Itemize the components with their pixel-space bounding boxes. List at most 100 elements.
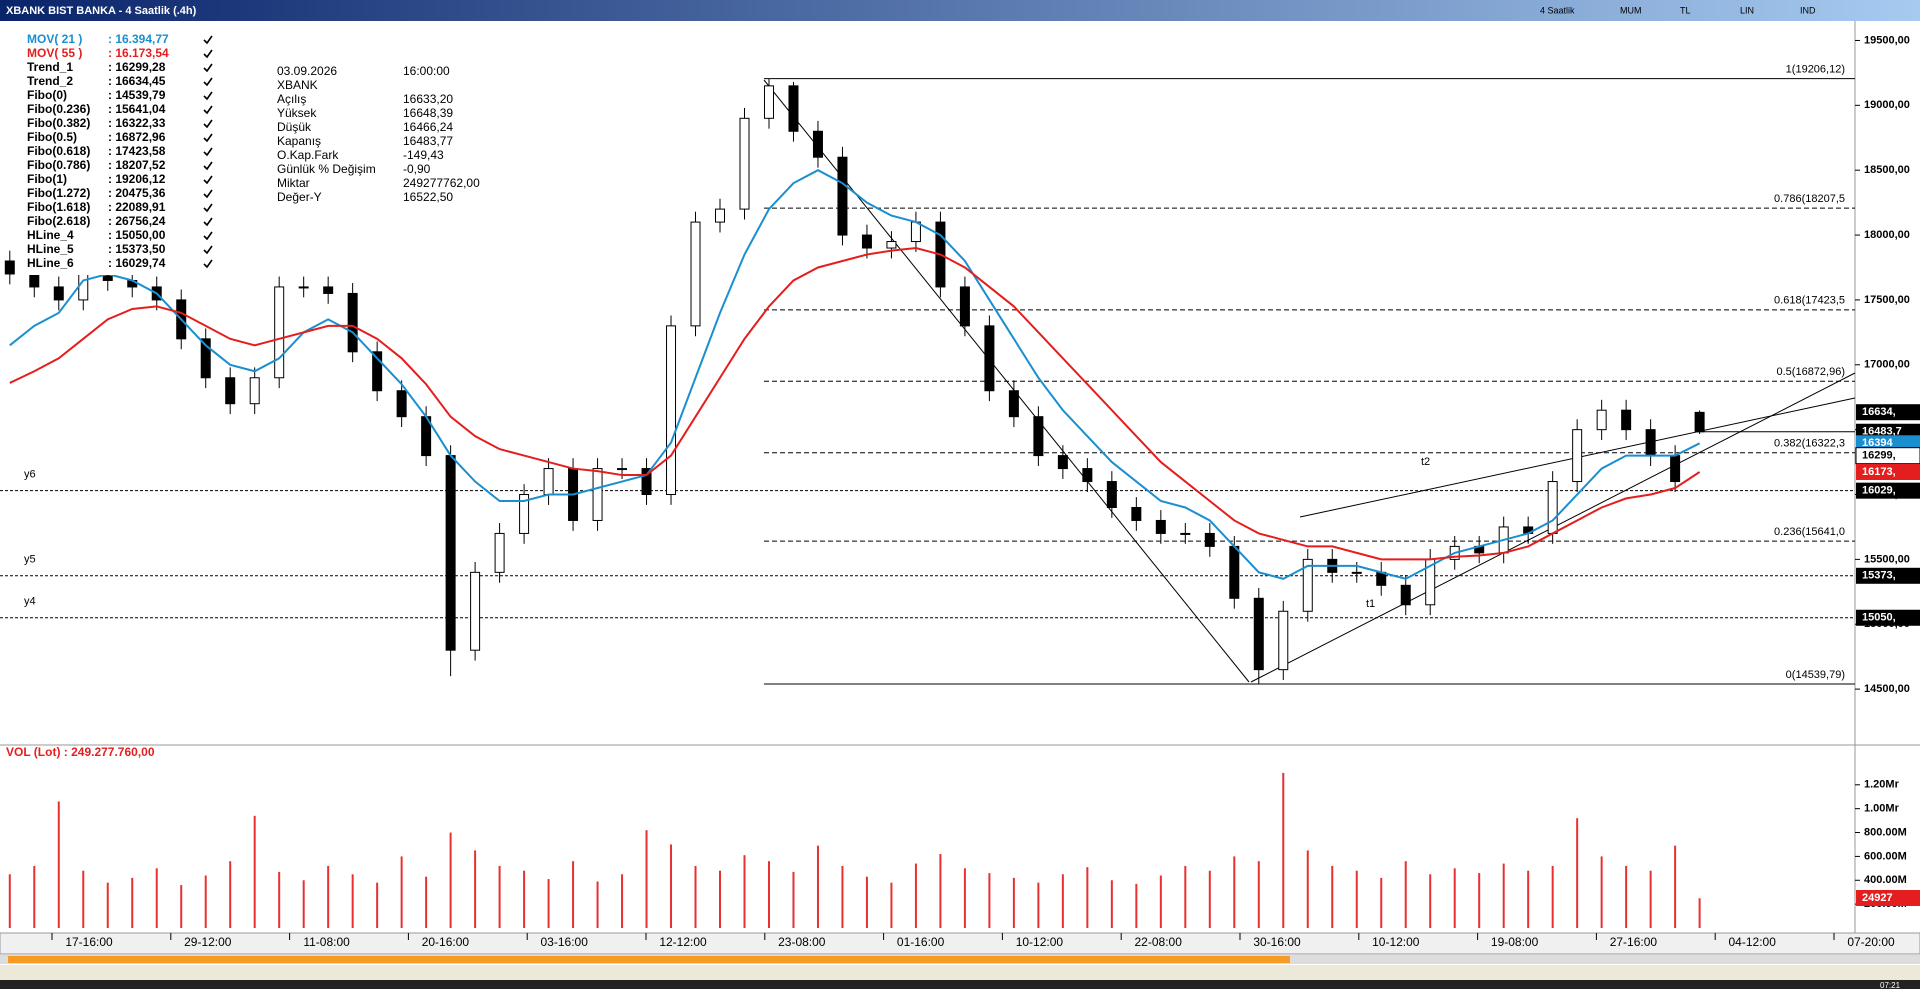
time-label: 22-08:00	[1135, 935, 1183, 949]
info-label: Açılış	[277, 92, 306, 106]
price-badge	[1856, 609, 1920, 626]
legend-value: : 16634,45	[108, 74, 166, 88]
legend-check	[203, 259, 213, 269]
volume-bar	[1184, 865, 1187, 928]
info-label: Günlük % Değişim	[277, 162, 376, 176]
candle-body	[200, 338, 211, 379]
volume-bar	[474, 850, 477, 928]
volume-tick-label: 1.00Mr	[1864, 803, 1900, 815]
title-bar	[0, 0, 1920, 21]
volume-bar	[278, 871, 281, 928]
price-badge-label: 16173,	[1862, 466, 1896, 478]
legend-check	[203, 175, 213, 185]
volume-bar	[1404, 861, 1407, 928]
volume-bar	[351, 874, 354, 928]
volume-bar	[914, 863, 917, 928]
info-value: 16522,50	[403, 190, 453, 204]
legend-name: MOV( 55 )	[27, 46, 82, 60]
time-label: 04-12:00	[1729, 935, 1777, 949]
info-value: 16648,39	[403, 106, 453, 120]
legend-check	[203, 133, 213, 143]
volume-tick-label: 400.00M	[1864, 874, 1907, 886]
volume-bar	[302, 880, 305, 928]
toolbar-item: LIN	[1740, 5, 1754, 15]
volume-bar	[57, 801, 60, 928]
volume-bar	[229, 861, 232, 928]
volume-bar	[1478, 873, 1481, 928]
time-label: 10-12:00	[1372, 935, 1420, 949]
volume-bar	[1061, 874, 1064, 928]
volume-bar	[1282, 772, 1285, 928]
info-value: 16633,20	[403, 92, 453, 106]
legend-value: : 16.394,77	[108, 32, 169, 46]
legend-name: Fibo(0.786)	[27, 158, 90, 172]
info-label: Düşük	[277, 120, 312, 134]
legend-name: Fibo(0.382)	[27, 116, 90, 130]
candle-body	[53, 286, 64, 301]
volume-bar	[816, 845, 819, 928]
legend-name: Trend_1	[27, 60, 73, 74]
y-tick-label: 15500,00	[1864, 553, 1910, 565]
volume-badge-bg	[1856, 890, 1920, 906]
candle-body	[1645, 429, 1656, 457]
volume-bar	[180, 885, 183, 928]
volume-bar	[1306, 850, 1309, 928]
candle-body	[690, 221, 701, 327]
y-tick-label: 17500,00	[1864, 294, 1910, 306]
volume-bar	[1135, 883, 1138, 928]
candle-body	[592, 468, 603, 521]
volume-bar	[425, 876, 428, 928]
time-label: 10-12:00	[1016, 935, 1064, 949]
candle-body	[984, 325, 995, 392]
volume-tick-label: 600.00M	[1864, 850, 1907, 862]
volume-bar	[8, 874, 11, 928]
time-label: 27-16:00	[1610, 935, 1658, 949]
candle-body	[1694, 411, 1705, 433]
horizontal-line-label: y4	[24, 596, 36, 608]
candle-body	[1008, 390, 1019, 418]
volume-bar	[1086, 867, 1089, 928]
info-value: -149,43	[403, 148, 444, 162]
volume-bar	[1380, 877, 1383, 928]
fibo-label: 0.786(18207,5	[1774, 193, 1845, 205]
candle-body	[543, 468, 554, 496]
legend-name: HLine_6	[27, 256, 74, 270]
trend-label: t2	[1421, 456, 1430, 468]
window-title: XBANK BIST BANKA - 4 Saatlik (.4h)	[6, 5, 197, 17]
legend-check	[203, 35, 213, 45]
volume-bar	[1233, 856, 1236, 928]
volume-bar	[33, 865, 36, 928]
legend-background	[20, 30, 216, 275]
candle-body	[519, 494, 530, 534]
volume-bar	[400, 856, 403, 928]
legend-value: : 14539,79	[108, 88, 166, 102]
info-symbol: XBANK	[277, 78, 318, 92]
time-label: 11-08:00	[303, 935, 350, 949]
candle-body	[886, 241, 897, 249]
info-label: Değer-Y	[277, 190, 322, 204]
legend-name: Fibo(1)	[27, 172, 67, 186]
volume-bar	[1159, 875, 1162, 928]
volume-bar	[327, 865, 330, 928]
candle-body	[959, 286, 970, 327]
info-date: 03.09.2026	[277, 64, 337, 78]
volume-bar	[743, 855, 746, 928]
legend-name: HLine_4	[27, 228, 74, 242]
candle-body	[1229, 545, 1240, 599]
y-tick-label: 18000,00	[1864, 229, 1910, 241]
info-value: 249277762,00	[403, 176, 480, 190]
bottom-toolbar	[0, 965, 1920, 980]
candle-body	[323, 286, 334, 294]
info-value: 16466,24	[403, 120, 453, 134]
scrollbar-thumb[interactable]	[8, 956, 1290, 963]
legend-value: : 16029,74	[108, 256, 166, 270]
volume-bar	[1012, 877, 1015, 928]
volume-bar	[204, 875, 207, 928]
candle-body	[1621, 409, 1632, 431]
candle-body	[861, 234, 872, 249]
legend-value: : 15641,04	[108, 102, 166, 116]
volume-bar	[645, 830, 648, 928]
volume-bar	[1600, 856, 1603, 928]
candle-body	[1082, 468, 1093, 483]
